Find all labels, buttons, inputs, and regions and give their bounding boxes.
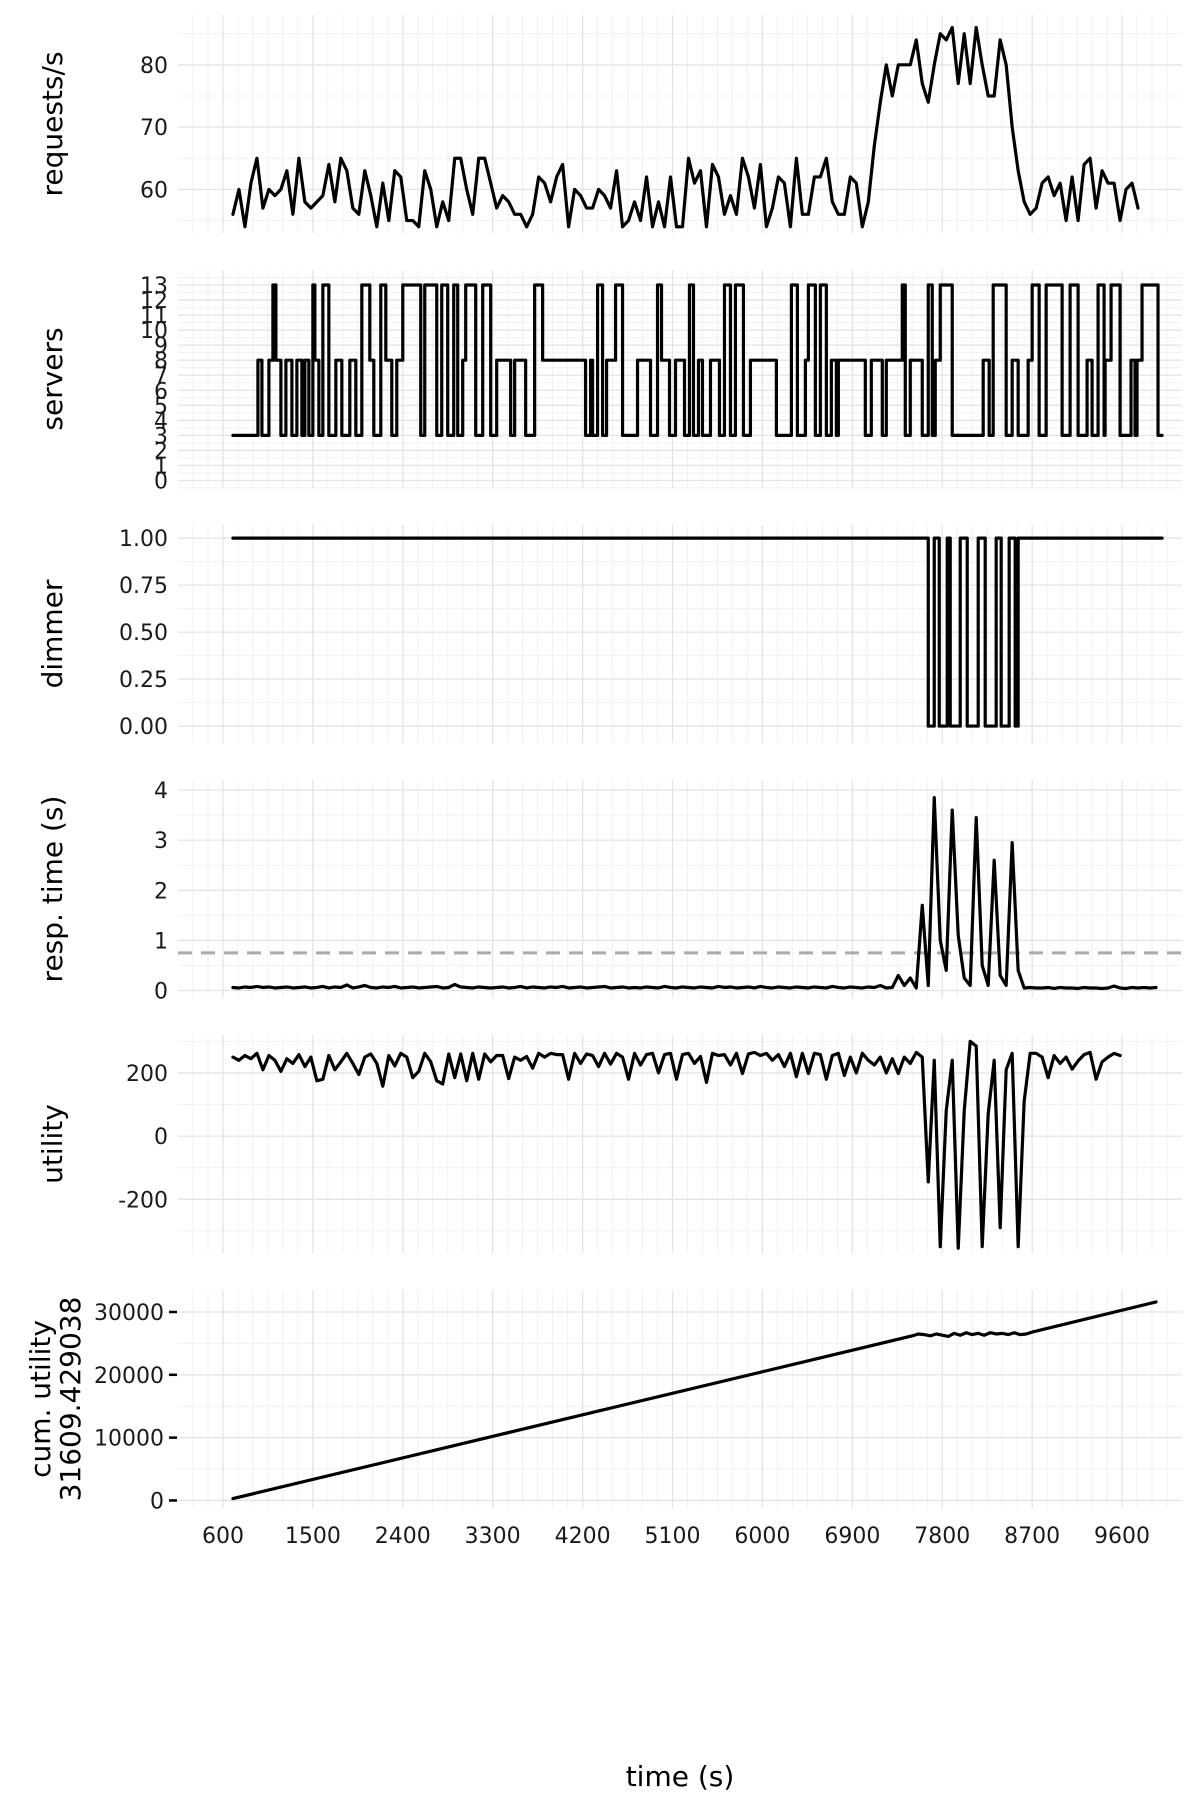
x-axis-title: time (s) [626,1760,735,1793]
x-tick-label: 7800 [914,1524,970,1549]
y-tick-label: 0 [150,1489,164,1514]
y-axis-title: requests/s [36,51,69,196]
series-line-5 [231,1039,1122,1250]
y-tick-label: 0.50 [119,621,168,646]
series-line-4 [231,795,1158,991]
panel-5: -200 0 200 utility [36,1035,1182,1253]
y-tick-label: 60 [140,178,168,203]
y-tick-label: 1.00 [119,527,168,552]
y-tick-label: 1 [154,454,168,479]
y-tick-label: 2 [154,439,168,464]
y-tick-label: 4 [154,779,168,804]
x-tick-label: 6000 [734,1524,790,1549]
y-tick-label: 30000 [94,1301,164,1326]
series-line-2 [231,283,1164,437]
y-tick-label: 70 [140,116,168,141]
y-tick-label: 7 [154,364,168,389]
y-tick-label: 0.75 [119,574,168,599]
series-line-6 [231,1300,1158,1501]
y-tick-label: 20000 [94,1364,164,1389]
y-tick-label: 200 [126,1062,168,1087]
panel-3: 0.00 0.25 0.50 0.75 1.00 dimmer [36,525,1182,743]
y-tick-label: 13 [140,274,168,299]
y-tick-label: 10000 [94,1427,164,1452]
y-tick-label: 3 [154,424,168,449]
x-tick-label: 4200 [555,1524,611,1549]
panel-6: 0 10000 20000 30000 cum. utility31609.429038… [24,1290,1182,1549]
x-tick-label: 8700 [1004,1524,1060,1549]
y-axis-title: dimmer [36,579,69,688]
y-axis-title: resp. time (s) [36,796,69,983]
y-tick-label: 0 [154,1125,168,1150]
y-tick-label: 1 [154,929,168,954]
y-tick-label: 9 [154,334,168,359]
y-tick-label: 0.00 [119,715,168,740]
panel-1: 60 70 80 requests/s [36,15,1182,233]
x-tick-label: 5100 [645,1524,701,1549]
y-tick-label: 11 [140,304,168,329]
y-tick-label: 80 [140,54,168,79]
x-tick-label: 600 [202,1524,244,1549]
y-tick-label: -200 [118,1188,168,1213]
y-tick-label: 0 [154,469,168,494]
y-tick-label: 4 [154,409,168,434]
y-tick-label: 3 [154,829,168,854]
series-line-1 [231,25,1140,229]
panel-4: 0 1 2 3 4 resp. time (s) [36,779,1190,1004]
y-axis-title: servers [36,327,69,430]
x-tick-label: 1500 [285,1524,341,1549]
y-tick-label: 2 [154,879,168,904]
y-tick-label: 12 [140,289,168,314]
y-axis-value: 31609.429038 [54,1297,87,1502]
y-axis-title: cum. utility [24,1320,57,1478]
y-tick-label: 8 [154,349,168,374]
y-tick-label: 6 [154,379,168,404]
x-tick-label: 2400 [375,1524,431,1549]
series-line-3 [231,536,1164,728]
panels-group: 607080requests/s012345678910111213server… [24,15,1190,1549]
x-tick-label: 3300 [465,1524,521,1549]
y-tick-label: 5 [154,394,168,419]
x-tick-label: 6900 [824,1524,880,1549]
y-tick-label: 0.25 [119,668,168,693]
y-axis-title: utility [36,1104,69,1184]
x-tick-label: 9600 [1094,1524,1150,1549]
y-tick-label: 10 [140,319,168,344]
y-tick-label: 0 [154,979,168,1004]
